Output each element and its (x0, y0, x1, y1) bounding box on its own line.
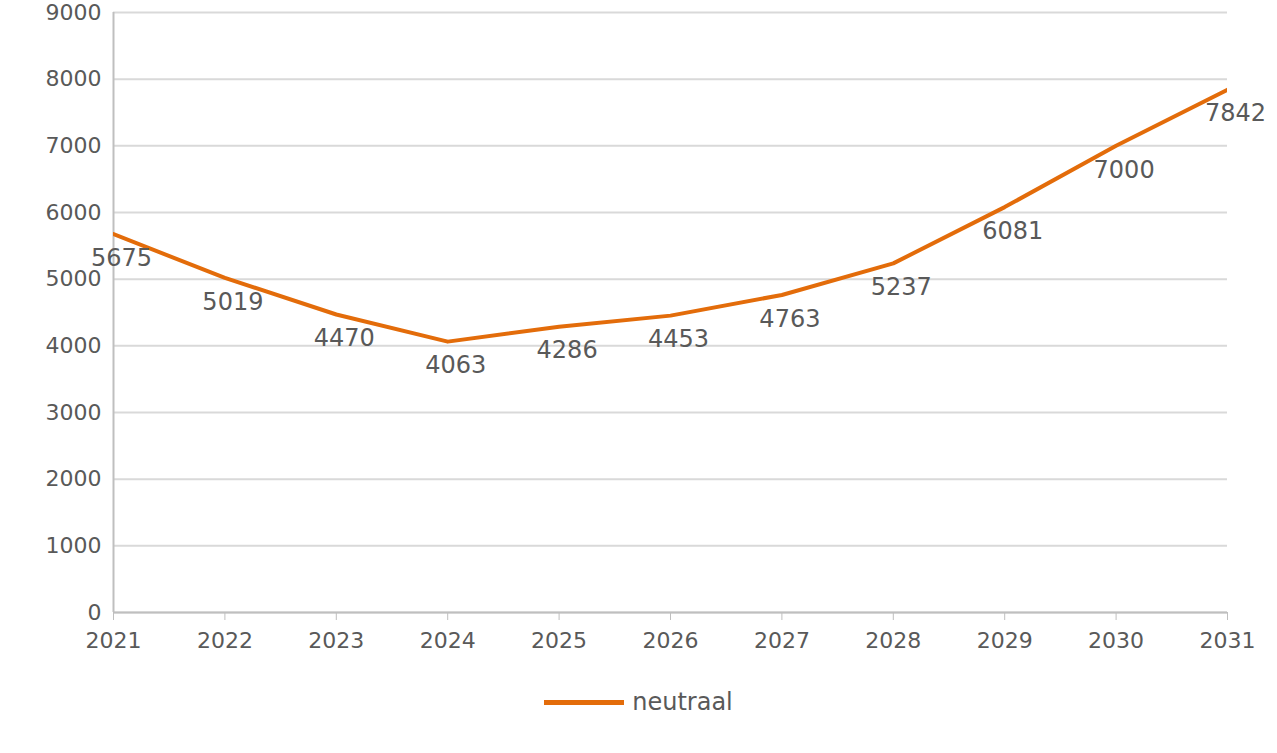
svg-text:2030: 2030 (1088, 628, 1144, 653)
svg-text:2027: 2027 (754, 628, 810, 653)
svg-text:4763: 4763 (759, 305, 820, 333)
svg-text:5019: 5019 (202, 288, 263, 316)
svg-text:9000: 9000 (46, 0, 102, 25)
svg-text:2000: 2000 (46, 466, 102, 491)
html-text:neutraal: neutraal (632, 688, 733, 716)
svg-text:2029: 2029 (977, 628, 1033, 653)
svg-text:5675: 5675 (91, 244, 152, 272)
svg-text:2031: 2031 (1200, 628, 1256, 653)
svg-text:6081: 6081 (982, 217, 1043, 245)
svg-text:8000: 8000 (46, 66, 102, 91)
svg-text:5237: 5237 (871, 273, 932, 301)
svg-text:2026: 2026 (643, 628, 699, 653)
svg-text:2028: 2028 (865, 628, 921, 653)
svg-text:4286: 4286 (537, 336, 598, 364)
svg-text:7842: 7842 (1205, 99, 1266, 127)
svg-text:2025: 2025 (531, 628, 587, 653)
svg-text:4000: 4000 (46, 333, 102, 358)
svg-text:2021: 2021 (86, 628, 142, 653)
svg-text:4063: 4063 (425, 351, 486, 379)
svg-text:4470: 4470 (314, 324, 375, 352)
svg-text:1000: 1000 (46, 533, 102, 558)
svg-text:3000: 3000 (46, 400, 102, 425)
svg-text:6000: 6000 (46, 200, 102, 225)
svg-text:4453: 4453 (648, 325, 709, 353)
svg-text:2024: 2024 (420, 628, 476, 653)
svg-text:2022: 2022 (197, 628, 253, 653)
svg-text:7000: 7000 (46, 133, 102, 158)
svg-text:2023: 2023 (308, 628, 364, 653)
svg-text:7000: 7000 (1094, 156, 1155, 184)
svg-text:0: 0 (88, 600, 102, 625)
svg-text:5000: 5000 (45, 266, 102, 292)
